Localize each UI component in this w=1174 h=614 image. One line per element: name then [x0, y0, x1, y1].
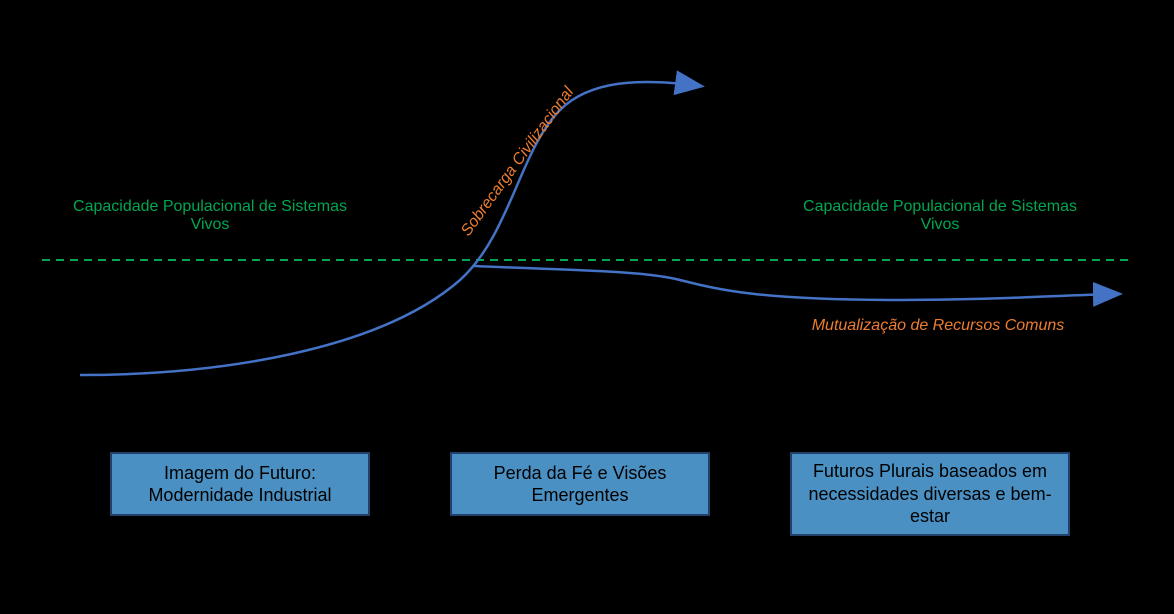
phase-box-3-text: Futuros Plurais baseados em necessidades…	[802, 460, 1058, 528]
phase-box-1-text: Imagem do Futuro: Modernidade Industrial	[122, 462, 358, 507]
phase-box-2-text: Perda da Fé e Visões Emergentes	[462, 462, 698, 507]
phase-box-3: Futuros Plurais baseados em necessidades…	[790, 452, 1070, 536]
phase-box-2: Perda da Fé e Visões Emergentes	[450, 452, 710, 516]
capacity-label-left: Capacidade Populacional de Sistemas Vivo…	[50, 198, 370, 234]
capacity-label-right: Capacidade Populacional de Sistemas Vivo…	[770, 198, 1110, 234]
lower-trajectory-curve	[474, 266, 1118, 300]
mutualizacao-label: Mutualização de Recursos Comuns	[812, 317, 1065, 335]
phase-box-1: Imagem do Futuro: Modernidade Industrial	[110, 452, 370, 516]
